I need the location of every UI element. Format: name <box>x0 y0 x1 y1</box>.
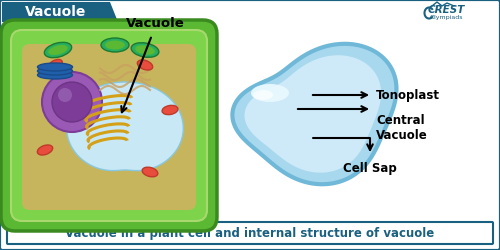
Text: Vacuole in a plant cell and internal structure of vacuole: Vacuole in a plant cell and internal str… <box>66 226 434 239</box>
FancyBboxPatch shape <box>22 44 196 210</box>
Text: CREST: CREST <box>428 5 465 15</box>
Ellipse shape <box>135 45 155 55</box>
Ellipse shape <box>38 145 52 155</box>
Ellipse shape <box>48 45 68 55</box>
Ellipse shape <box>38 71 72 79</box>
Ellipse shape <box>251 84 289 102</box>
Polygon shape <box>66 82 184 170</box>
Circle shape <box>58 88 72 102</box>
Ellipse shape <box>38 67 72 75</box>
Text: Central
Vacuole: Central Vacuole <box>376 114 428 142</box>
Circle shape <box>42 72 102 132</box>
Ellipse shape <box>48 60 62 70</box>
Ellipse shape <box>38 63 72 71</box>
Text: Cell Sap: Cell Sap <box>343 162 397 175</box>
Text: Vacuole: Vacuole <box>26 5 86 19</box>
FancyBboxPatch shape <box>11 30 207 221</box>
Ellipse shape <box>253 90 273 100</box>
Text: Olympiads: Olympiads <box>429 14 463 20</box>
Text: Vacuole: Vacuole <box>126 17 184 30</box>
Ellipse shape <box>105 40 125 50</box>
Polygon shape <box>244 55 381 173</box>
Ellipse shape <box>44 42 72 58</box>
FancyBboxPatch shape <box>7 222 493 244</box>
Ellipse shape <box>131 43 159 57</box>
Ellipse shape <box>138 60 152 70</box>
Text: Tonoplast: Tonoplast <box>376 88 440 102</box>
Polygon shape <box>232 44 396 184</box>
Ellipse shape <box>162 105 178 115</box>
FancyBboxPatch shape <box>1 20 217 231</box>
Ellipse shape <box>142 167 158 177</box>
Circle shape <box>52 82 92 122</box>
Ellipse shape <box>101 38 129 52</box>
Polygon shape <box>2 2 118 22</box>
